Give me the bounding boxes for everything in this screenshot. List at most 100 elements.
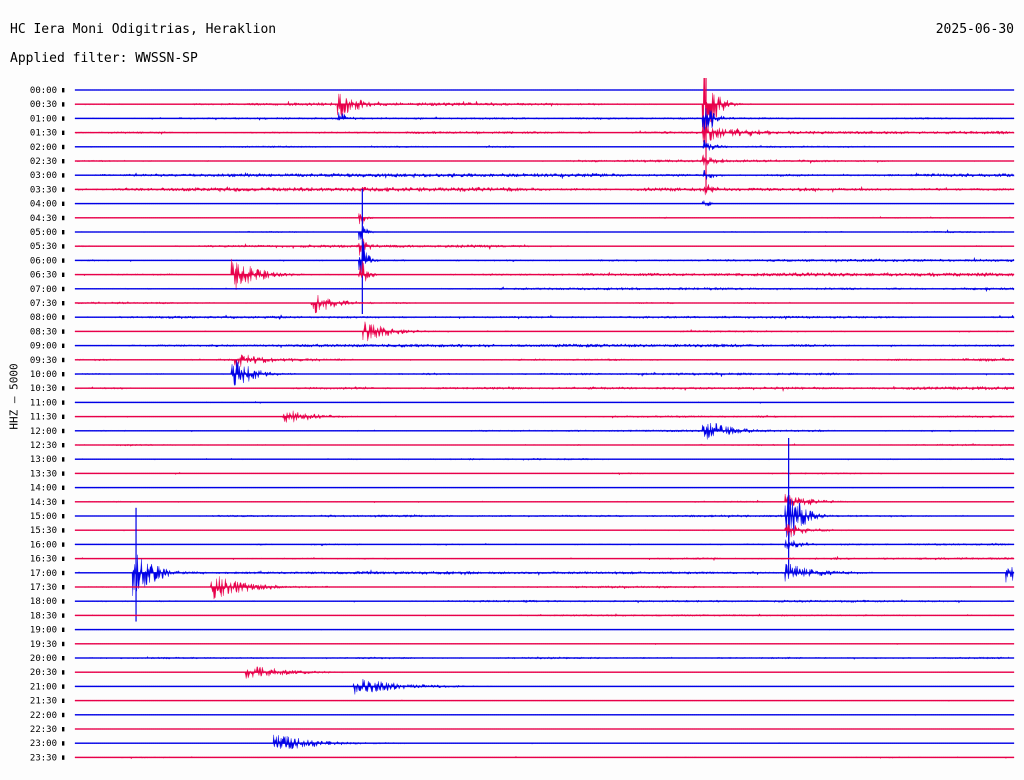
trace-18-30: [74, 613, 1015, 617]
row-tick: [62, 613, 65, 618]
trace-09-00: [74, 343, 1015, 349]
time-label: 19:30: [30, 640, 57, 650]
row-tick: [62, 712, 65, 718]
row-tick: [62, 315, 65, 320]
row-tick: [62, 201, 65, 206]
row-tick: [62, 272, 65, 277]
time-label: 04:30: [30, 214, 57, 224]
trace-13-00: [74, 457, 1015, 461]
row-tick: [62, 570, 65, 576]
time-label: 08:30: [30, 327, 57, 337]
trace-01-00: [74, 108, 1015, 134]
time-label: 14:00: [30, 484, 57, 494]
row-tick: [62, 102, 65, 107]
row-tick: [62, 514, 65, 519]
row-tick: [62, 372, 65, 377]
trace-05-00: [74, 226, 1015, 240]
trace-19-00: [74, 628, 1015, 631]
trace-20-30: [74, 666, 1015, 679]
page-title: HC Iera Moni Odigitrias, Heraklion: [10, 22, 277, 37]
time-label: 20:30: [30, 668, 57, 678]
row-tick: [62, 343, 65, 348]
row-tick: [62, 641, 65, 647]
row-tick: [62, 499, 65, 505]
time-label: 09:30: [30, 356, 57, 366]
row-tick: [62, 301, 65, 306]
row-tick: [62, 485, 65, 490]
trace-16-30: [74, 555, 1015, 562]
event-spike: [135, 507, 137, 622]
trace-11-00: [74, 401, 1015, 404]
row-tick: [62, 159, 65, 164]
trace-03-30: [74, 183, 1015, 196]
trace-04-00: [74, 200, 1015, 207]
trace-09-30: [74, 354, 1015, 367]
row-tick: [62, 670, 65, 675]
row-tick: [62, 215, 65, 221]
row-tick: [62, 116, 65, 121]
date-label: 2025-06-30: [935, 22, 1014, 37]
trace-group: [74, 78, 1015, 760]
time-label: 06:30: [30, 271, 57, 281]
time-label: 02:00: [30, 143, 57, 153]
trace-00-00: [74, 89, 1015, 91]
trace-13-30: [74, 471, 1015, 476]
time-label: 22:30: [30, 725, 57, 735]
time-label: 09:00: [30, 342, 57, 352]
time-label: 18:00: [30, 597, 57, 607]
trace-08-30: [74, 321, 1015, 342]
trace-12-00: [74, 422, 1015, 440]
time-label: 19:00: [30, 626, 57, 636]
row-tick: [62, 400, 65, 405]
time-label: 23:30: [30, 753, 57, 763]
time-label: 05:30: [30, 242, 57, 252]
trace-02-00: [74, 139, 1015, 151]
trace-22-00: [74, 714, 1015, 716]
time-label: 11:00: [30, 398, 57, 408]
trace-10-30: [74, 385, 1015, 392]
row-tick: [62, 187, 65, 192]
trace-04-30: [74, 213, 1015, 225]
filter-label: Applied filter: WWSSN-SP: [10, 51, 198, 66]
row-tick: [62, 88, 65, 93]
time-label: 00:00: [30, 86, 57, 96]
row-tick: [62, 144, 65, 150]
trace-17-30: [74, 576, 1015, 600]
trace-16-00: [74, 539, 1015, 550]
trace-15-00: [74, 495, 1015, 545]
row-tick: [62, 329, 65, 334]
time-label: 16:30: [30, 555, 57, 565]
time-label: 20:00: [30, 654, 57, 664]
time-label: 13:00: [30, 455, 57, 465]
row-tick: [62, 755, 65, 760]
row-tick: [62, 386, 65, 391]
time-label: 08:00: [30, 313, 57, 323]
row-tick: [62, 684, 65, 689]
trace-06-00: [74, 241, 1015, 275]
time-label: 01:00: [30, 114, 57, 124]
trace-22-30: [74, 728, 1015, 730]
time-label: 17:30: [30, 583, 57, 593]
trace-14-30: [74, 493, 1015, 507]
time-label: 03:00: [30, 171, 57, 181]
row-tick: [62, 130, 65, 135]
time-label: 05:00: [30, 228, 57, 238]
trace-19-30: [74, 643, 1015, 645]
trace-01-30: [74, 125, 1015, 144]
trace-21-00: [74, 679, 1015, 695]
time-label: 12:00: [30, 427, 57, 437]
time-label: 15:30: [30, 526, 57, 536]
row-tick: [62, 542, 65, 547]
row-tick: [62, 244, 65, 249]
time-label: 14:30: [30, 498, 57, 508]
event-spike: [788, 438, 790, 575]
time-label: 10:00: [30, 370, 57, 380]
trace-00-30: [74, 78, 1015, 136]
trace-02-30: [74, 154, 1015, 166]
time-label: 23:00: [30, 739, 57, 749]
row-tick: [62, 428, 65, 434]
time-label: 22:00: [30, 711, 57, 721]
time-label: 10:30: [30, 384, 57, 394]
row-tick: [62, 741, 65, 746]
